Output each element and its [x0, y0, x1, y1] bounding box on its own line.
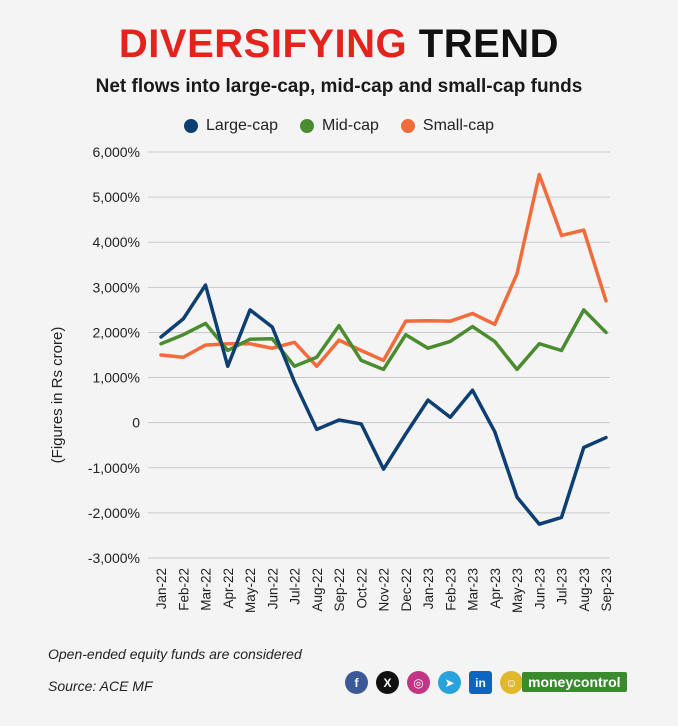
- x-tick-label: Sep-23: [599, 568, 614, 612]
- y-tick-label: 4,000%: [93, 234, 140, 250]
- y-axis-label: (Figures in Rs crore): [49, 327, 66, 464]
- y-tick-label: -1,000%: [88, 460, 140, 476]
- x-tick-label: Jul-23: [555, 568, 570, 605]
- x-tick-label: Feb-23: [443, 568, 458, 611]
- linkedin-icon[interactable]: in: [469, 671, 492, 694]
- chart-subtitle: Net flows into large-cap, mid-cap and sm…: [95, 76, 583, 97]
- koo-icon[interactable]: ☺: [500, 671, 523, 694]
- x-tick-label: Apr-22: [221, 568, 236, 609]
- y-tick-label: -3,000%: [88, 550, 140, 566]
- source-note: Source: ACE MF: [48, 678, 153, 694]
- chart-title: DIVERSIFYING TREND: [0, 22, 678, 67]
- legend-swatch-mid-cap: [300, 119, 314, 133]
- legend-label-mid-cap: Mid-cap: [322, 117, 379, 134]
- legend-item-mid-cap: Mid-cap: [300, 117, 379, 135]
- x-tick-label: Mar-22: [199, 568, 214, 611]
- title-highlight: DIVERSIFYING: [118, 22, 408, 66]
- x-tick-label: May-23: [510, 568, 525, 613]
- x-tick-label: Jul-22: [288, 568, 303, 605]
- x-tick-label: Jun-22: [265, 568, 280, 609]
- legend: Large-cap Mid-cap Small-cap: [0, 117, 678, 135]
- x-tick-label: Feb-22: [176, 568, 191, 611]
- legend-label-large-cap: Large-cap: [205, 117, 278, 134]
- moneycontrol-logo: moneycontrol: [522, 672, 627, 692]
- line-chart: 6,000% 5,000% 4,000% 3,000% 2,000% 1,000% 0 -1,…: [49, 144, 614, 613]
- title-rest: TREND: [418, 22, 560, 66]
- y-tick-label: 0: [132, 415, 140, 431]
- x-tick-label: Sep-22: [332, 568, 347, 612]
- y-tick-label: 5,000%: [93, 189, 140, 205]
- legend-swatch-large-cap: [183, 119, 198, 133]
- instagram-icon[interactable]: ◎: [407, 671, 430, 694]
- y-tick-label: 2,000%: [93, 324, 140, 340]
- x-tick-label: Jan-22: [154, 568, 169, 609]
- y-tick-label: 6,000%: [93, 144, 140, 160]
- x-icon[interactable]: X: [376, 671, 399, 694]
- legend-label-small-cap: Small-cap: [422, 117, 495, 134]
- x-tick-label: Jun-23: [532, 568, 547, 609]
- facebook-icon[interactable]: f: [345, 671, 368, 694]
- x-tick-label: Oct-22: [354, 568, 369, 609]
- x-tick-label: Jan-23: [421, 568, 436, 609]
- x-tick-label: Dec-22: [399, 568, 414, 612]
- x-tick-label: Apr-23: [488, 568, 503, 609]
- series-line-small-cap: [159, 172, 608, 369]
- series-line-large-cap: [159, 283, 608, 526]
- telegram-icon[interactable]: ➤: [438, 671, 461, 694]
- y-tick-label: 3,000%: [93, 279, 140, 295]
- x-tick-label: Mar-23: [466, 568, 481, 611]
- y-tick-label: 1,000%: [93, 370, 140, 386]
- legend-item-large-cap: Large-cap: [183, 117, 278, 135]
- footnote: Open-ended equity funds are considered: [48, 646, 302, 662]
- x-tick-label: Aug-23: [577, 568, 592, 612]
- x-tick-label: May-22: [243, 568, 258, 613]
- x-tick-label: Nov-22: [377, 568, 392, 612]
- x-tick-label: Aug-22: [310, 568, 325, 612]
- social-links: f X ◎ ➤ in ☺: [345, 671, 523, 694]
- legend-item-small-cap: Small-cap: [400, 117, 495, 135]
- legend-swatch-small-cap: [400, 119, 415, 133]
- y-tick-label: -2,000%: [88, 505, 140, 521]
